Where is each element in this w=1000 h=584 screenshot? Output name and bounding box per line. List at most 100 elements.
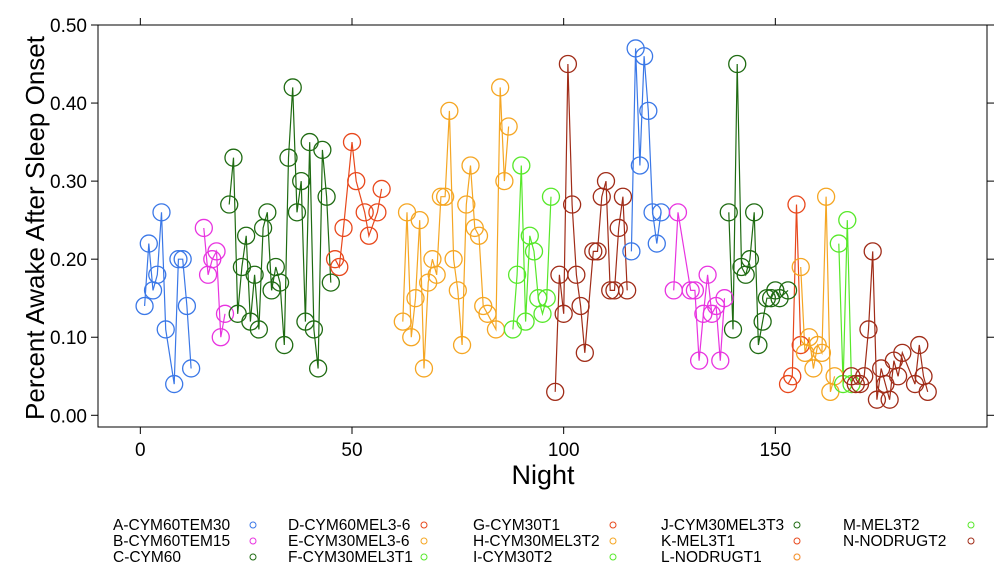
data-point [249,320,269,339]
data-point [524,242,544,261]
y-tick-label: 0.00 [50,406,87,427]
data-point [855,367,874,386]
data-point [639,101,658,121]
plot-frame [97,24,988,428]
data-point [575,343,594,362]
y-axis-label: Percent Awake After Sleep Onset [20,35,50,420]
data-point [355,203,374,222]
data-point [342,132,362,152]
legend-label: H-CYM30MEL3T2 [473,533,600,550]
legend-marker [609,521,617,529]
data-point [444,250,463,269]
legend-label: G-CYM30T1 [473,517,560,534]
data-point [165,374,184,394]
legend-marker [609,553,617,561]
data-point [194,218,213,238]
data-point [156,320,175,339]
series-line [228,87,332,369]
data-point [461,156,480,175]
legend-label: L-NODRUGT1 [661,549,762,566]
data-point [304,320,324,339]
data-point [491,78,510,97]
data-point [558,54,578,74]
legend-marker [967,521,975,529]
data-point [863,242,882,261]
data-point [643,203,662,222]
data-point [609,218,628,238]
y-tick-label: 0.30 [50,172,87,193]
data-point [630,156,650,175]
x-tick-label: 100 [548,440,580,461]
series-line [838,220,853,385]
data-point [169,250,188,269]
data-point [681,281,700,300]
data-point [308,359,328,378]
data-point [220,195,239,214]
data-point [537,289,556,308]
data-point [347,171,366,191]
data-point [711,351,730,370]
legend-label: K-MEL3T1 [661,533,735,550]
legend-label: F-CYM30MEL3T1 [288,549,413,566]
data-point [634,47,654,66]
data-point [435,187,455,206]
legend-label: I-CYM30T2 [473,549,552,566]
data-point [715,289,734,308]
data-point [910,335,929,355]
data-point [321,273,340,292]
data-point [689,351,709,370]
data-point [685,281,705,300]
series-line [203,227,226,338]
y-tick-label: 0.10 [50,328,87,349]
data-point [258,203,277,222]
data-point [317,187,336,206]
data-point [359,226,379,245]
legend-marker [609,537,617,545]
axes: 0 50 100 150 0.00 0.10 0.20 0.30 0.40 0.50 [50,16,994,461]
data-point [237,226,256,245]
data-point [330,257,349,277]
legend-label: J-CYM30MEL3T3 [661,517,784,534]
data-point [567,265,586,284]
data-point [372,179,391,199]
data-point [880,390,899,409]
data-point [334,218,353,238]
data-point [516,312,535,331]
data-point [893,343,912,362]
legend-marker [420,537,428,545]
data-point [448,281,467,300]
data-point [753,312,772,331]
series-points [135,39,937,409]
legend-label: B-CYM60TEM15 [113,533,230,550]
data-point [427,265,446,284]
data-point [173,250,192,269]
y-tick-label: 0.20 [50,250,87,271]
data-point [292,171,311,191]
data-point [588,242,607,261]
data-point [804,359,823,378]
data-point [495,171,514,191]
data-point [605,281,624,300]
legend-marker [420,521,428,529]
data-point [393,312,412,331]
series-line [554,63,628,392]
data-point [152,203,171,222]
series-line [800,196,836,393]
data-point [457,195,476,214]
data-point [838,210,857,230]
data-point [888,367,908,386]
series-line [787,204,802,385]
data-point [618,281,637,300]
data-point [541,187,561,206]
legend-marker [420,553,428,561]
data-point [740,250,760,269]
y-tick-label: 0.40 [50,94,87,115]
data-point [402,328,421,347]
data-point [745,203,764,222]
data-point [829,234,848,253]
data-point [275,335,294,355]
data-point [431,187,451,206]
data-point [414,359,434,378]
